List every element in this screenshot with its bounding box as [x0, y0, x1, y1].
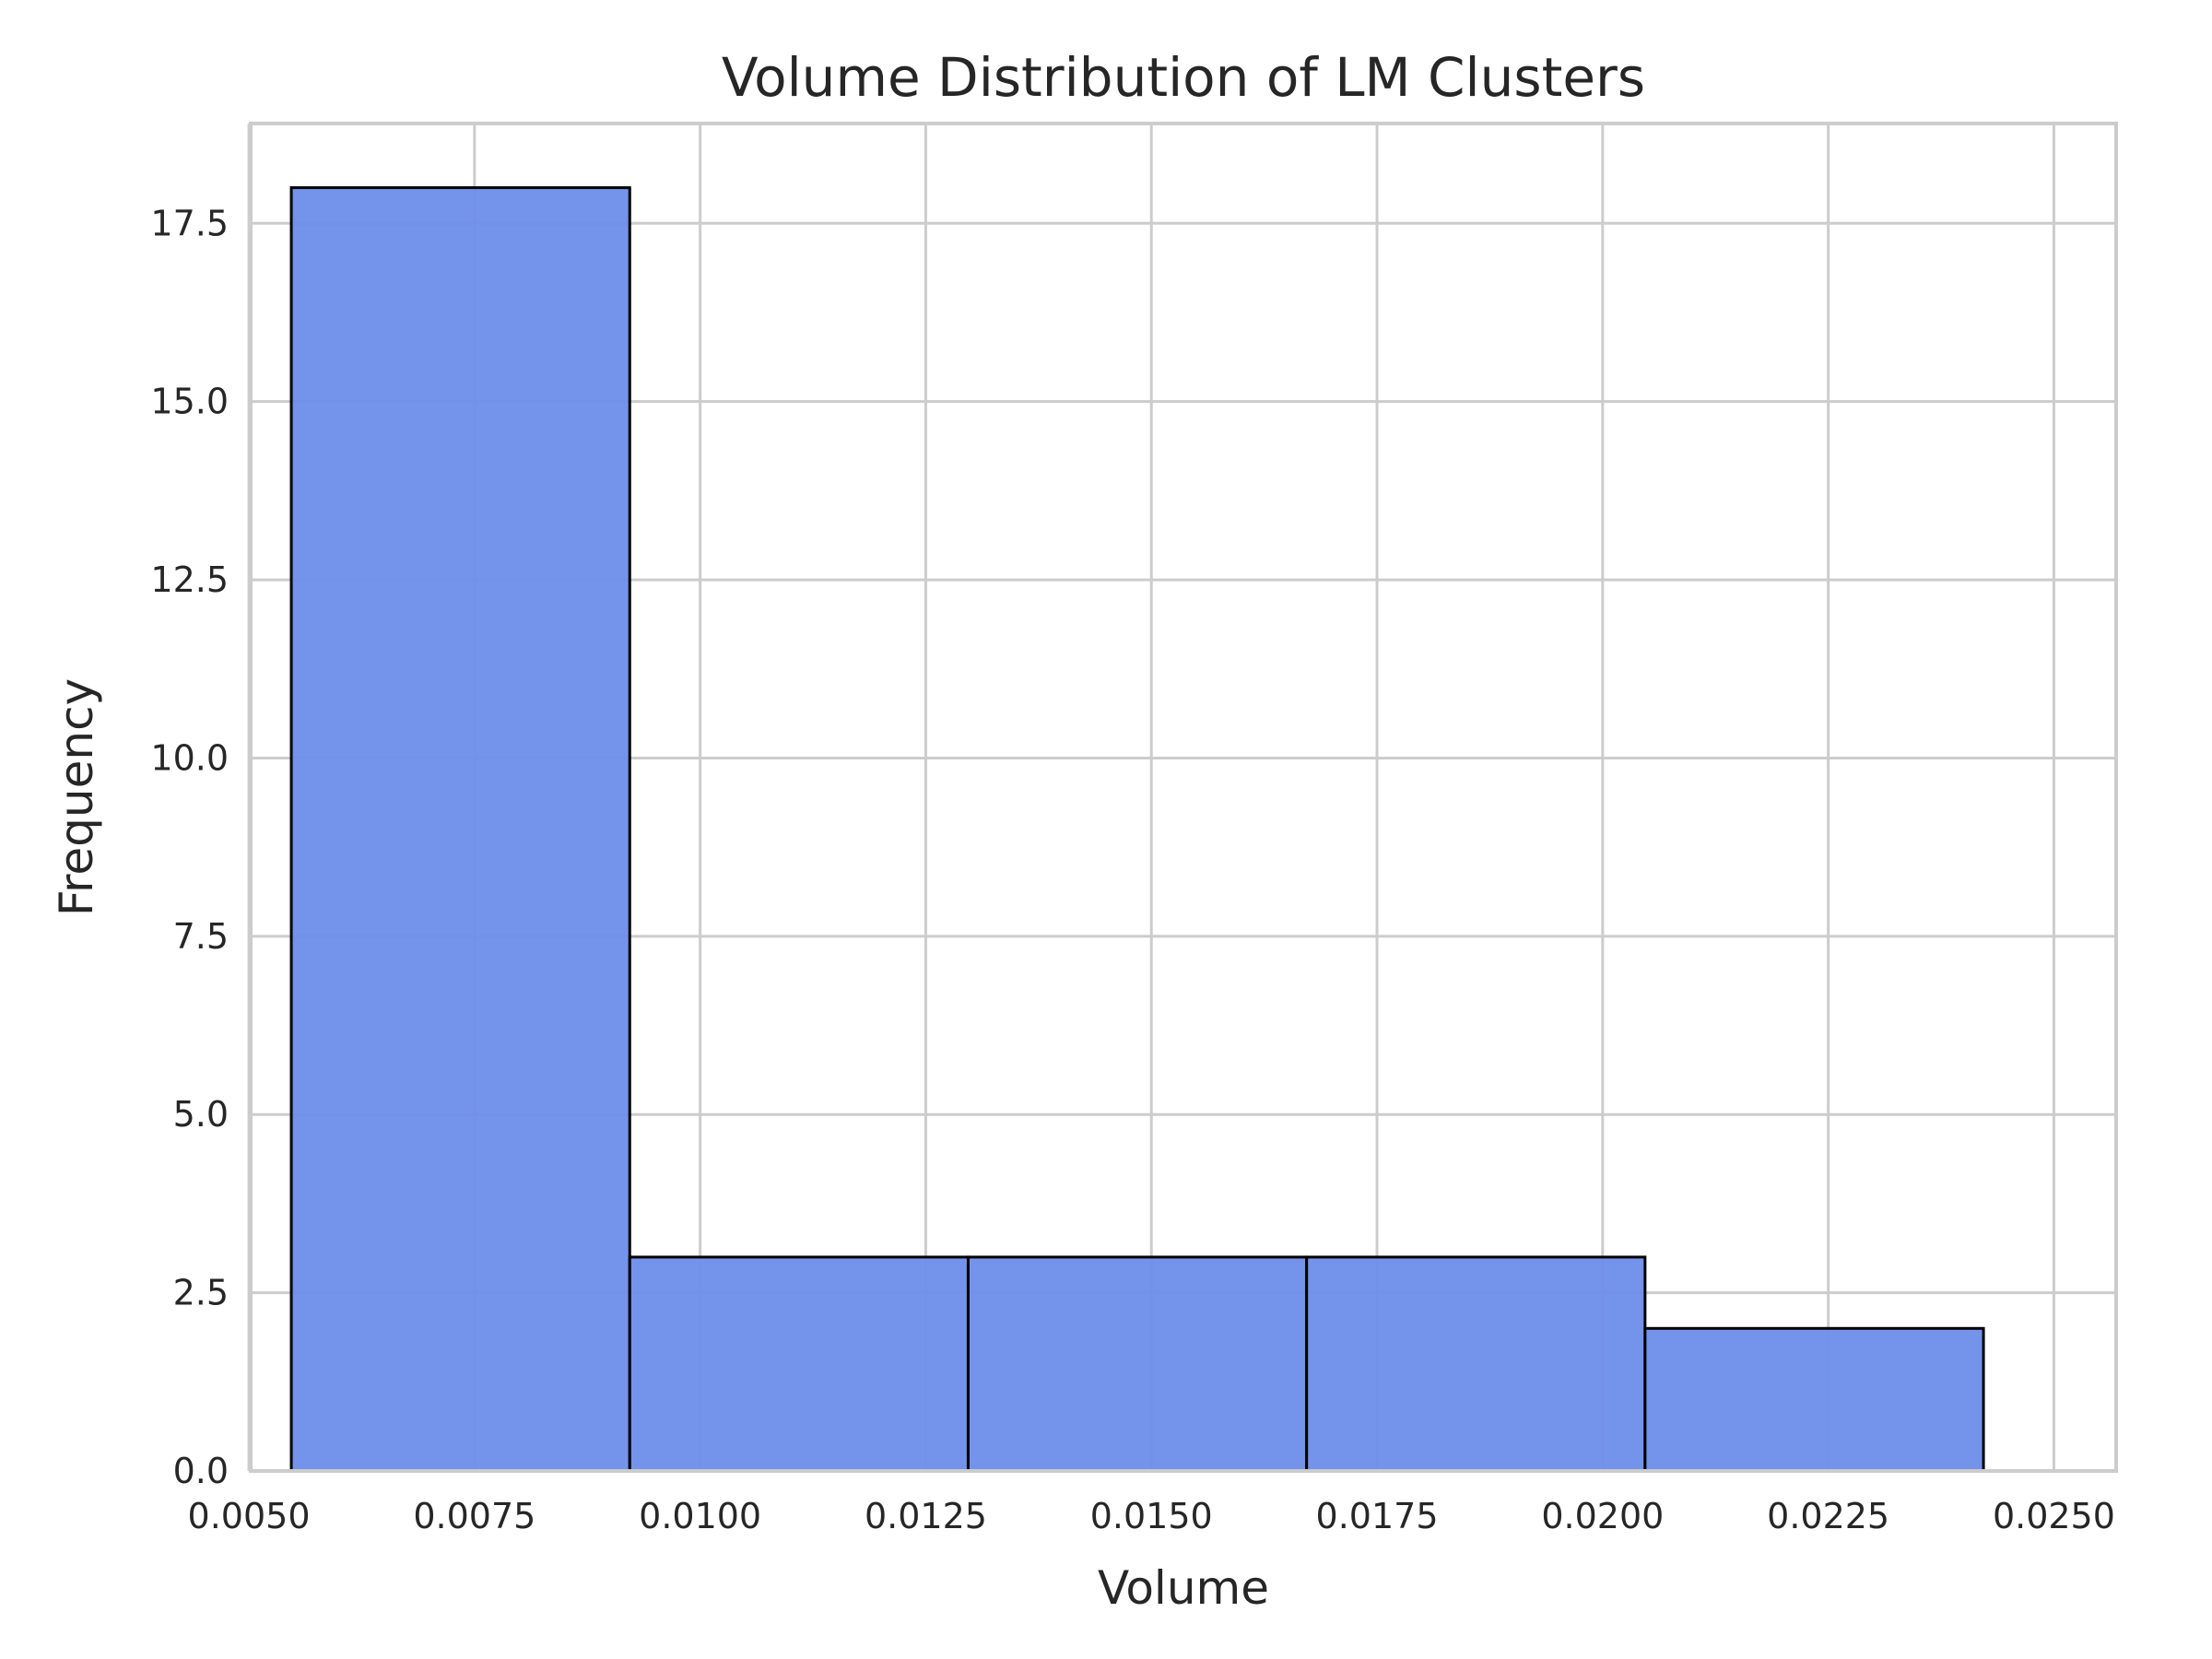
plot-frame	[249, 122, 2118, 1473]
y-axis-ticks: 0.0 2.5 5.0 7.5 10.0 12.5 15.0 17.5	[150, 203, 229, 1491]
x-tick-label-2: 0.0100	[639, 1496, 761, 1536]
x-tick-label-8: 0.0250	[1993, 1496, 2115, 1536]
y-tick-label-3: 7.5	[173, 916, 229, 957]
y-axis-label: Frequency	[50, 678, 103, 916]
y-tick-label-4: 10.0	[150, 737, 229, 778]
y-tick-label-1: 2.5	[173, 1273, 229, 1313]
histogram-bars	[289, 186, 1985, 1473]
chart-title: Volume Distribution of LM Clusters	[722, 46, 1645, 109]
histogram-bar-1	[628, 1255, 970, 1473]
y-tick-label-0: 0.0	[173, 1451, 229, 1491]
histogram-bar-2	[966, 1255, 1309, 1473]
x-tick-label-7: 0.0225	[1767, 1496, 1889, 1536]
histogram-bar-0	[289, 186, 631, 1473]
x-axis-label: Volume	[1098, 1561, 1269, 1615]
x-tick-label-1: 0.0075	[413, 1496, 535, 1536]
y-tick-label-2: 5.0	[173, 1094, 229, 1135]
y-tick-label-5: 12.5	[150, 559, 229, 600]
histogram-bar-3	[1305, 1255, 1647, 1473]
x-axis-ticks: 0.0050 0.0075 0.0100 0.0125 0.0150 0.0175 0.02…	[188, 1496, 2115, 1536]
x-tick-label-6: 0.0200	[1541, 1496, 1664, 1536]
x-tick-label-3: 0.0125	[865, 1496, 987, 1536]
histogram-bar-4	[1643, 1326, 1985, 1473]
y-tick-label-6: 15.0	[150, 382, 229, 422]
x-tick-label-5: 0.0175	[1316, 1496, 1439, 1536]
x-tick-label-4: 0.0150	[1090, 1496, 1213, 1536]
x-tick-label-0: 0.0050	[188, 1496, 311, 1536]
y-tick-label-7: 17.5	[150, 203, 229, 243]
